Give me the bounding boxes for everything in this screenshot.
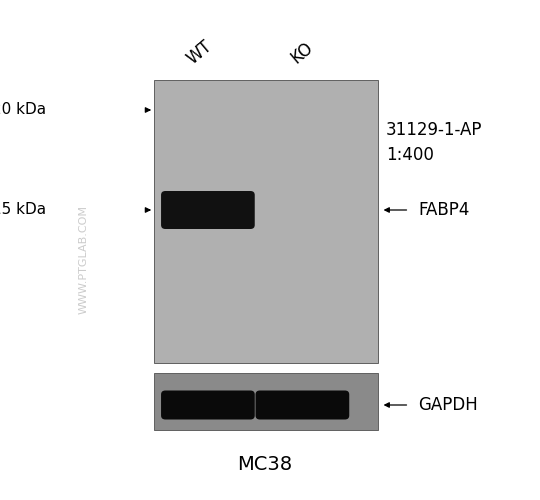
Text: 20 kDa: 20 kDa — [0, 102, 46, 118]
Text: WWW.PTGLAB.COM: WWW.PTGLAB.COM — [79, 206, 89, 314]
Text: 1:400: 1:400 — [386, 146, 434, 164]
Bar — [154, 80, 378, 362]
FancyBboxPatch shape — [161, 390, 255, 420]
Text: FABP4: FABP4 — [418, 201, 470, 219]
Bar — [154, 372, 378, 430]
Text: KO: KO — [288, 38, 317, 67]
Text: MC38: MC38 — [237, 454, 292, 473]
Text: WT: WT — [184, 37, 216, 68]
Text: 31129-1-AP: 31129-1-AP — [386, 121, 483, 139]
FancyBboxPatch shape — [161, 191, 255, 229]
FancyBboxPatch shape — [255, 390, 349, 420]
Text: GAPDH: GAPDH — [418, 396, 478, 414]
Text: 15 kDa: 15 kDa — [0, 202, 46, 218]
